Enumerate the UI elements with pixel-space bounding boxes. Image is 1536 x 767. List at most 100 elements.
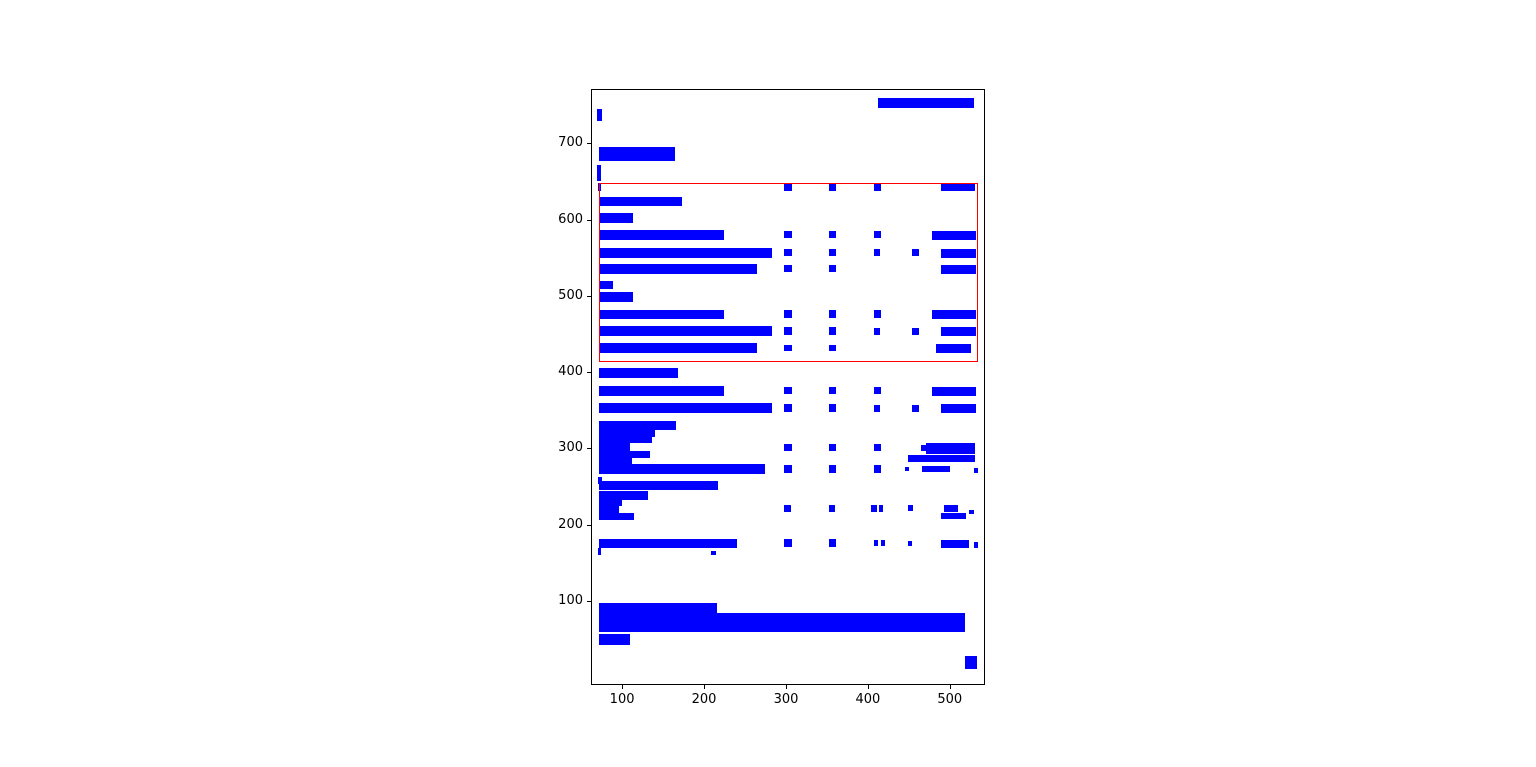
- data-rect: [935, 343, 972, 354]
- data-rect: [599, 538, 737, 549]
- data-rect: [784, 310, 792, 318]
- data-rect: [926, 443, 976, 455]
- y-tick: [587, 601, 591, 603]
- data-rect: [599, 230, 724, 241]
- x-tick: [867, 685, 869, 689]
- data-rect: [784, 248, 792, 257]
- data-rect: [599, 499, 623, 507]
- data-rect: [881, 540, 886, 547]
- data-rect: [599, 147, 676, 161]
- data-rect: [596, 164, 601, 182]
- data-rect: [599, 213, 633, 223]
- y-tick-label: 600: [558, 211, 583, 227]
- data-rect: [873, 249, 881, 257]
- data-rect: [908, 540, 913, 547]
- data-rect: [599, 421, 677, 431]
- data-rect: [596, 108, 602, 121]
- data-rect: [599, 450, 650, 458]
- data-rect: [828, 230, 836, 239]
- data-rect: [873, 443, 881, 451]
- data-rect: [599, 506, 619, 514]
- x-tick-label: 400: [855, 692, 881, 707]
- data-rect: [599, 247, 772, 258]
- data-rect: [931, 310, 976, 320]
- x-tick: [786, 685, 787, 689]
- data-rect: [784, 344, 792, 352]
- data-rect: [599, 385, 724, 396]
- data-rect: [784, 539, 792, 547]
- data-rect: [828, 265, 836, 273]
- data-rect: [873, 183, 881, 192]
- y-tick-label: 400: [558, 364, 583, 380]
- data-rect: [873, 310, 881, 318]
- data-rect: [974, 541, 978, 548]
- data-rect: [908, 455, 976, 463]
- data-rect: [784, 265, 792, 273]
- data-rect: [597, 548, 601, 556]
- data-rect: [784, 327, 792, 335]
- data-rect: [828, 539, 836, 547]
- x-tick-label: 100: [609, 692, 635, 707]
- data-rect: [912, 404, 920, 412]
- data-rect: [599, 613, 966, 633]
- data-rect: [599, 368, 678, 379]
- data-rect: [599, 430, 655, 437]
- data-rect: [912, 249, 920, 257]
- data-rect: [940, 248, 976, 258]
- y-tick: [587, 143, 591, 145]
- data-rect: [599, 292, 633, 302]
- data-rect: [784, 443, 792, 451]
- data-rect: [873, 386, 881, 395]
- data-rect: [599, 463, 765, 475]
- data-rect: [599, 196, 682, 207]
- data-rect: [599, 343, 758, 353]
- data-rect: [828, 404, 836, 412]
- x-tick: [622, 685, 624, 689]
- data-rect: [828, 386, 836, 395]
- y-tick: [587, 295, 591, 297]
- data-rect: [940, 512, 967, 520]
- data-rect: [828, 504, 836, 512]
- data-rect: [873, 327, 881, 335]
- data-rect: [599, 437, 653, 444]
- data-rect: [599, 443, 631, 451]
- data-rect: [828, 344, 836, 352]
- data-rect: [871, 504, 877, 512]
- data-rect: [931, 230, 976, 241]
- y-tick-label: 500: [558, 287, 583, 303]
- data-rect: [828, 465, 836, 473]
- data-rect: [599, 491, 649, 500]
- data-rect: [964, 656, 977, 669]
- data-rect: [912, 327, 920, 335]
- x-tick-label: 300: [773, 692, 799, 707]
- y-tick-label: 100: [558, 593, 583, 609]
- y-tick-label: 300: [558, 440, 583, 456]
- data-rect: [944, 504, 958, 512]
- data-rect: [969, 509, 975, 515]
- x-tick: [704, 685, 705, 689]
- data-rect: [784, 183, 792, 192]
- y-tick: [587, 372, 591, 374]
- y-tick-label: 700: [558, 135, 583, 151]
- data-rect: [940, 327, 976, 337]
- data-rect: [599, 326, 772, 337]
- data-rect: [974, 467, 979, 473]
- data-rect: [784, 230, 792, 239]
- y-tick-label: 200: [558, 516, 583, 532]
- data-rect: [828, 248, 836, 257]
- data-rect: [940, 182, 976, 192]
- data-rect: [931, 386, 976, 396]
- data-rect: [828, 183, 836, 192]
- x-tick: [949, 685, 951, 689]
- data-rect: [940, 264, 976, 274]
- data-rect: [873, 465, 881, 473]
- data-rect: [878, 504, 883, 512]
- data-rect: [599, 403, 772, 414]
- x-tick-label: 500: [937, 692, 963, 707]
- data-rect: [828, 327, 836, 335]
- data-rect: [784, 465, 792, 473]
- data-rect: [921, 466, 950, 473]
- data-rect: [784, 386, 792, 395]
- data-rect: [873, 540, 879, 547]
